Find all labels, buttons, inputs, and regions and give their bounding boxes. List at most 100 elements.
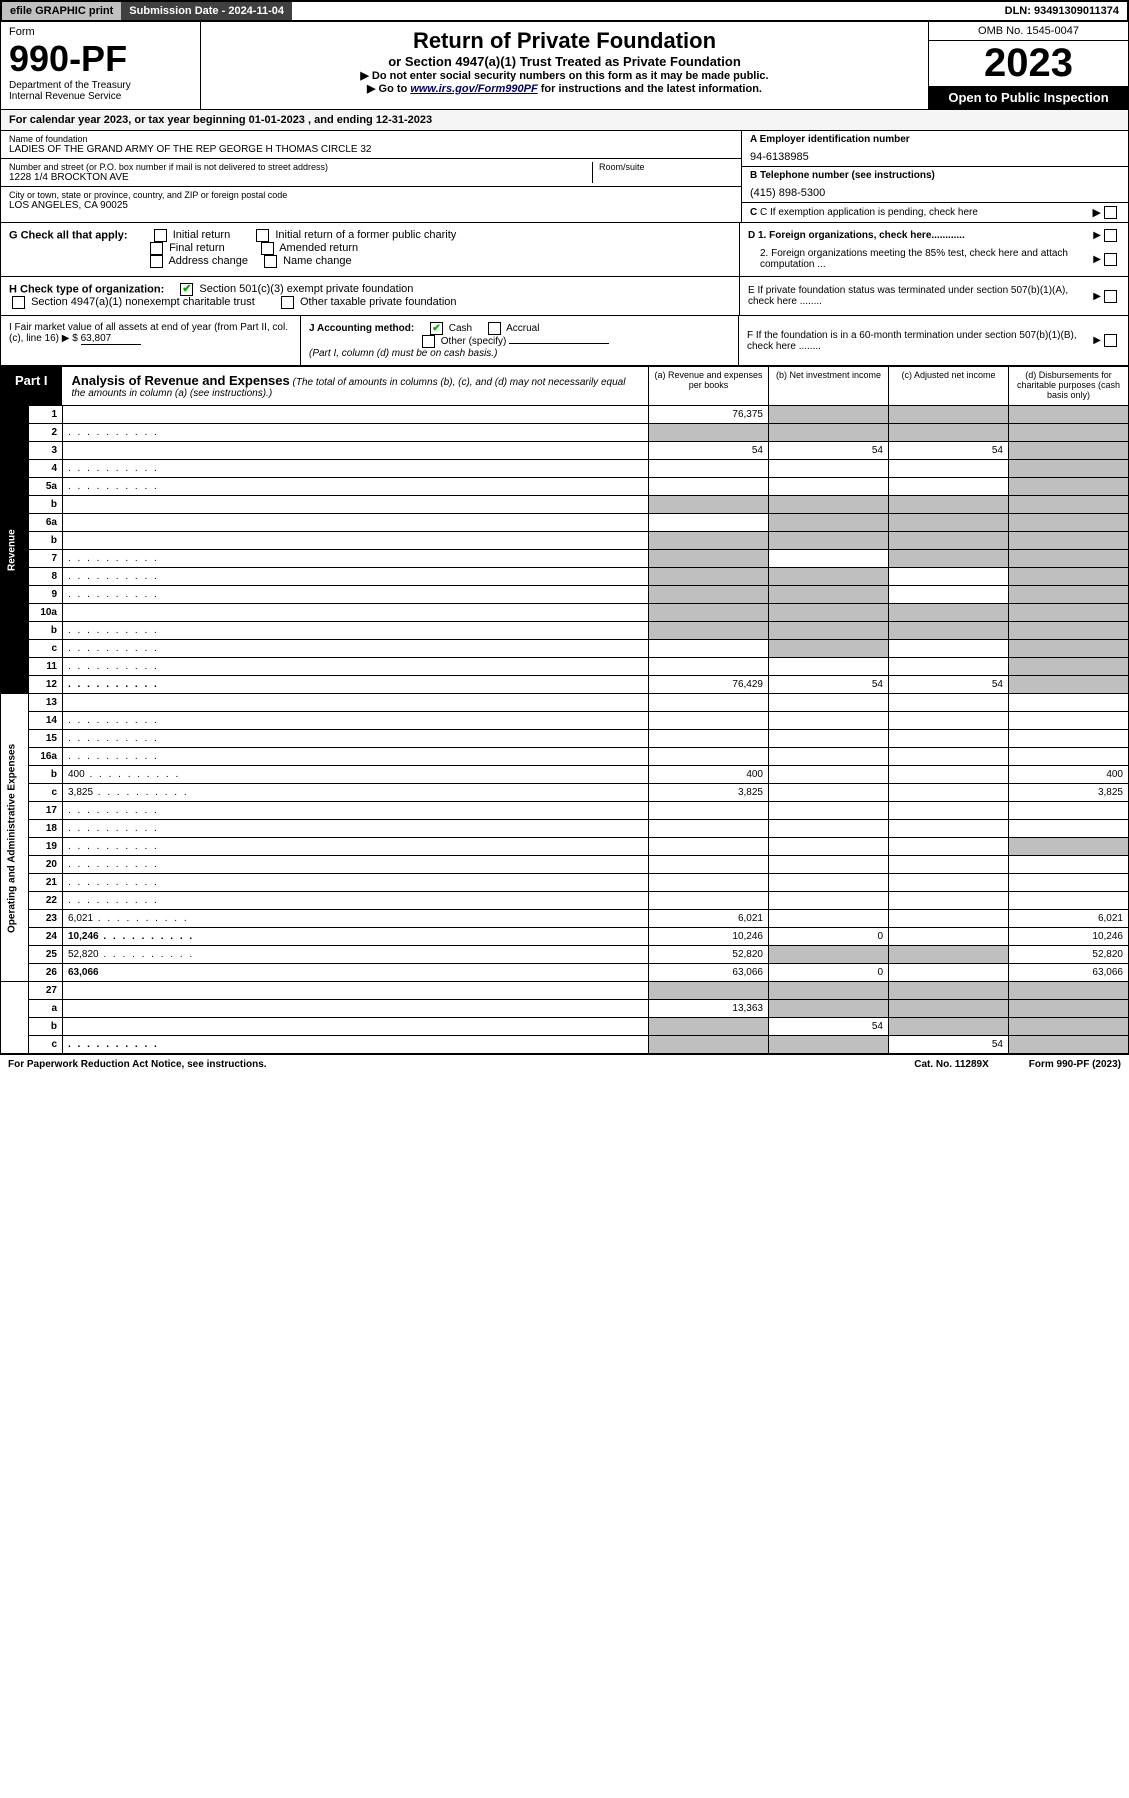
h-501c3-checkbox[interactable] [180,283,193,296]
arrow-icon: ▶ [1093,254,1101,265]
line-description [63,730,649,748]
h-4947-checkbox[interactable] [12,296,25,309]
arrow-icon: ▶ [1093,291,1101,302]
irs-link[interactable]: www.irs.gov/Form990PF [410,83,537,95]
line-description [63,532,649,550]
d1-checkbox[interactable] [1104,229,1117,242]
line-number: 6a [29,514,63,532]
arrow-icon: ▶ [1093,335,1101,346]
table-row: b [1,496,1129,514]
fmv-amount: 63,807 [81,333,141,345]
line-description [63,892,649,910]
table-row: 2 [1,424,1129,442]
h-block: H Check type of organization: Section 50… [1,277,739,315]
line-number: a [29,1000,63,1018]
line-description [63,514,649,532]
line-description [63,982,649,1000]
goto-link-line: ▶ Go to www.irs.gov/Form990PF for instru… [207,82,922,95]
d-block: D 1. Foreign organizations, check here..… [739,223,1128,276]
line-number: 15 [29,730,63,748]
dln: DLN: 93491309011374 [997,2,1127,20]
calendar-year-row: For calendar year 2023, or tax year begi… [0,110,1129,131]
table-row: 10a [1,604,1129,622]
line-number: 26 [29,964,63,982]
line-description [63,604,649,622]
phone-label: B Telephone number (see instructions) [750,170,1120,181]
line-description [63,406,649,424]
table-row: c3,8253,8253,825 [1,784,1129,802]
line-description [63,676,649,694]
col-c-header: (c) Adjusted net income [889,367,1009,406]
line-description [63,1018,649,1036]
col-d-header: (d) Disbursements for charitable purpose… [1009,367,1129,406]
j-other-checkbox[interactable] [422,335,435,348]
table-row: 17 [1,802,1129,820]
tax-year: 2023 [929,41,1128,86]
line-number: 21 [29,874,63,892]
j-accrual-checkbox[interactable] [488,322,501,335]
phone: (415) 898-5300 [750,187,1120,199]
table-row: 20 [1,856,1129,874]
topbar: efile GRAPHIC print Submission Date - 20… [0,0,1129,22]
j-cash-checkbox[interactable] [430,322,443,335]
table-row: 236,0216,0216,021 [1,910,1129,928]
line-number: b [29,496,63,514]
line-description [63,568,649,586]
col-b-header: (b) Net investment income [769,367,889,406]
d2-checkbox[interactable] [1104,253,1117,266]
g-initial-checkbox[interactable] [154,229,167,242]
arrow-icon: ▶ [1093,206,1101,219]
line-description [63,802,649,820]
line-number: b [29,1018,63,1036]
table-row: 16a [1,748,1129,766]
efile-label: efile GRAPHIC print [2,2,121,20]
line-number: c [29,784,63,802]
line-number: 19 [29,838,63,856]
table-row: 7 [1,550,1129,568]
e-checkbox[interactable] [1104,290,1117,303]
f-checkbox[interactable] [1104,334,1117,347]
foundation-name: LADIES OF THE GRAND ARMY OF THE REP GEOR… [9,144,733,155]
line-description [63,460,649,478]
submission-date: Submission Date - 2024-11-04 [121,2,292,20]
line-number: 8 [29,568,63,586]
line-number: 2 [29,424,63,442]
line-description [63,424,649,442]
g-address-checkbox[interactable] [150,255,163,268]
line-description: 3,825 [63,784,649,802]
g-initial-former-checkbox[interactable] [256,229,269,242]
c-pending-checkbox[interactable] [1104,206,1117,219]
table-row: c [1,640,1129,658]
table-row: 1276,4295454 [1,676,1129,694]
table-row: 19 [1,838,1129,856]
line-description [63,478,649,496]
line-description [63,1000,649,1018]
line-description: 10,246 [63,928,649,946]
line-description [63,550,649,568]
table-row: 18 [1,820,1129,838]
table-row: 27 [1,982,1129,1000]
g-name-checkbox[interactable] [264,255,277,268]
form-word: Form [9,26,192,38]
g-final-checkbox[interactable] [150,242,163,255]
line-number: 27 [29,982,63,1000]
line-number: 12 [29,676,63,694]
line-number: 7 [29,550,63,568]
part1-tag: Part I [1,367,62,405]
address: 1228 1/4 BROCKTON AVE [9,172,586,183]
line-description: 52,820 [63,946,649,964]
identity-block: Name of foundation LADIES OF THE GRAND A… [0,131,1129,223]
h-other-checkbox[interactable] [281,296,294,309]
form-title: Return of Private Foundation [207,28,922,54]
e-block: E If private foundation status was termi… [739,277,1128,315]
page-footer: For Paperwork Reduction Act Notice, see … [0,1054,1129,1074]
table-row: b400400400 [1,766,1129,784]
room-label: Room/suite [599,162,733,172]
form-subtitle: or Section 4947(a)(1) Trust Treated as P… [207,54,922,69]
i-j-f-row: I Fair market value of all assets at end… [0,316,1129,366]
table-row: 8 [1,568,1129,586]
line-number: 1 [29,406,63,424]
line-description [63,838,649,856]
line-number: 14 [29,712,63,730]
g-amended-checkbox[interactable] [261,242,274,255]
